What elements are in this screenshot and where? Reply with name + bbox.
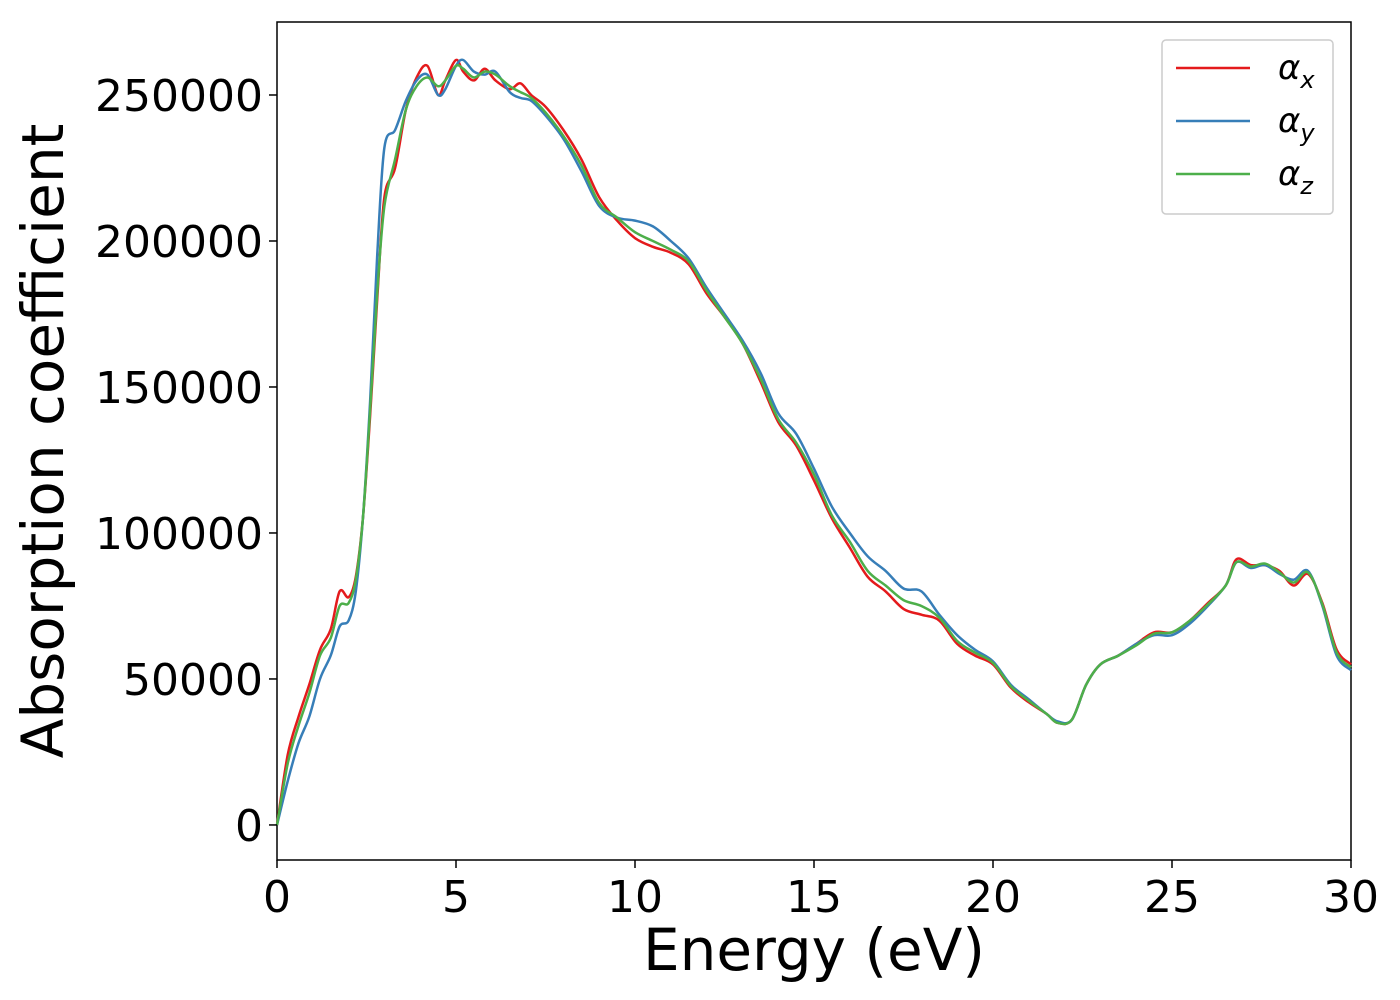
y-axis: 0 50000 100000 150000 200000 250000 <box>95 71 277 852</box>
legend-label-x: αx <box>1278 48 1315 94</box>
series-line-y <box>275 58 1352 826</box>
series-line-z <box>275 63 1352 826</box>
x-tick-label: 30 <box>1323 872 1379 923</box>
y-tick-label: 150000 <box>95 363 263 414</box>
x-tick-label: 20 <box>965 872 1021 923</box>
x-tick-label: 5 <box>442 872 470 923</box>
y-tick-label: 200000 <box>95 217 263 268</box>
legend-box <box>1161 39 1334 215</box>
legend-label-z: αz <box>1278 154 1314 200</box>
y-tick-label: 50000 <box>123 655 263 706</box>
y-tick-label: 100000 <box>95 509 263 560</box>
y-tick-label: 0 <box>235 801 263 852</box>
legend-label-y: αy <box>1278 101 1315 147</box>
x-tick-label: 15 <box>786 872 842 923</box>
x-axis-label: Energy (eV) <box>643 916 985 984</box>
y-axis-label: Absorption coefficient <box>9 124 77 759</box>
x-tick-label: 10 <box>607 872 663 923</box>
y-tick-label: 250000 <box>95 71 263 122</box>
x-tick-label: 25 <box>1144 872 1200 923</box>
series-layer <box>275 58 1352 826</box>
x-tick-label: 0 <box>263 872 291 923</box>
x-axis: 0 5 10 15 20 25 30 <box>263 860 1379 923</box>
legend: αx αy αz <box>1161 39 1334 215</box>
